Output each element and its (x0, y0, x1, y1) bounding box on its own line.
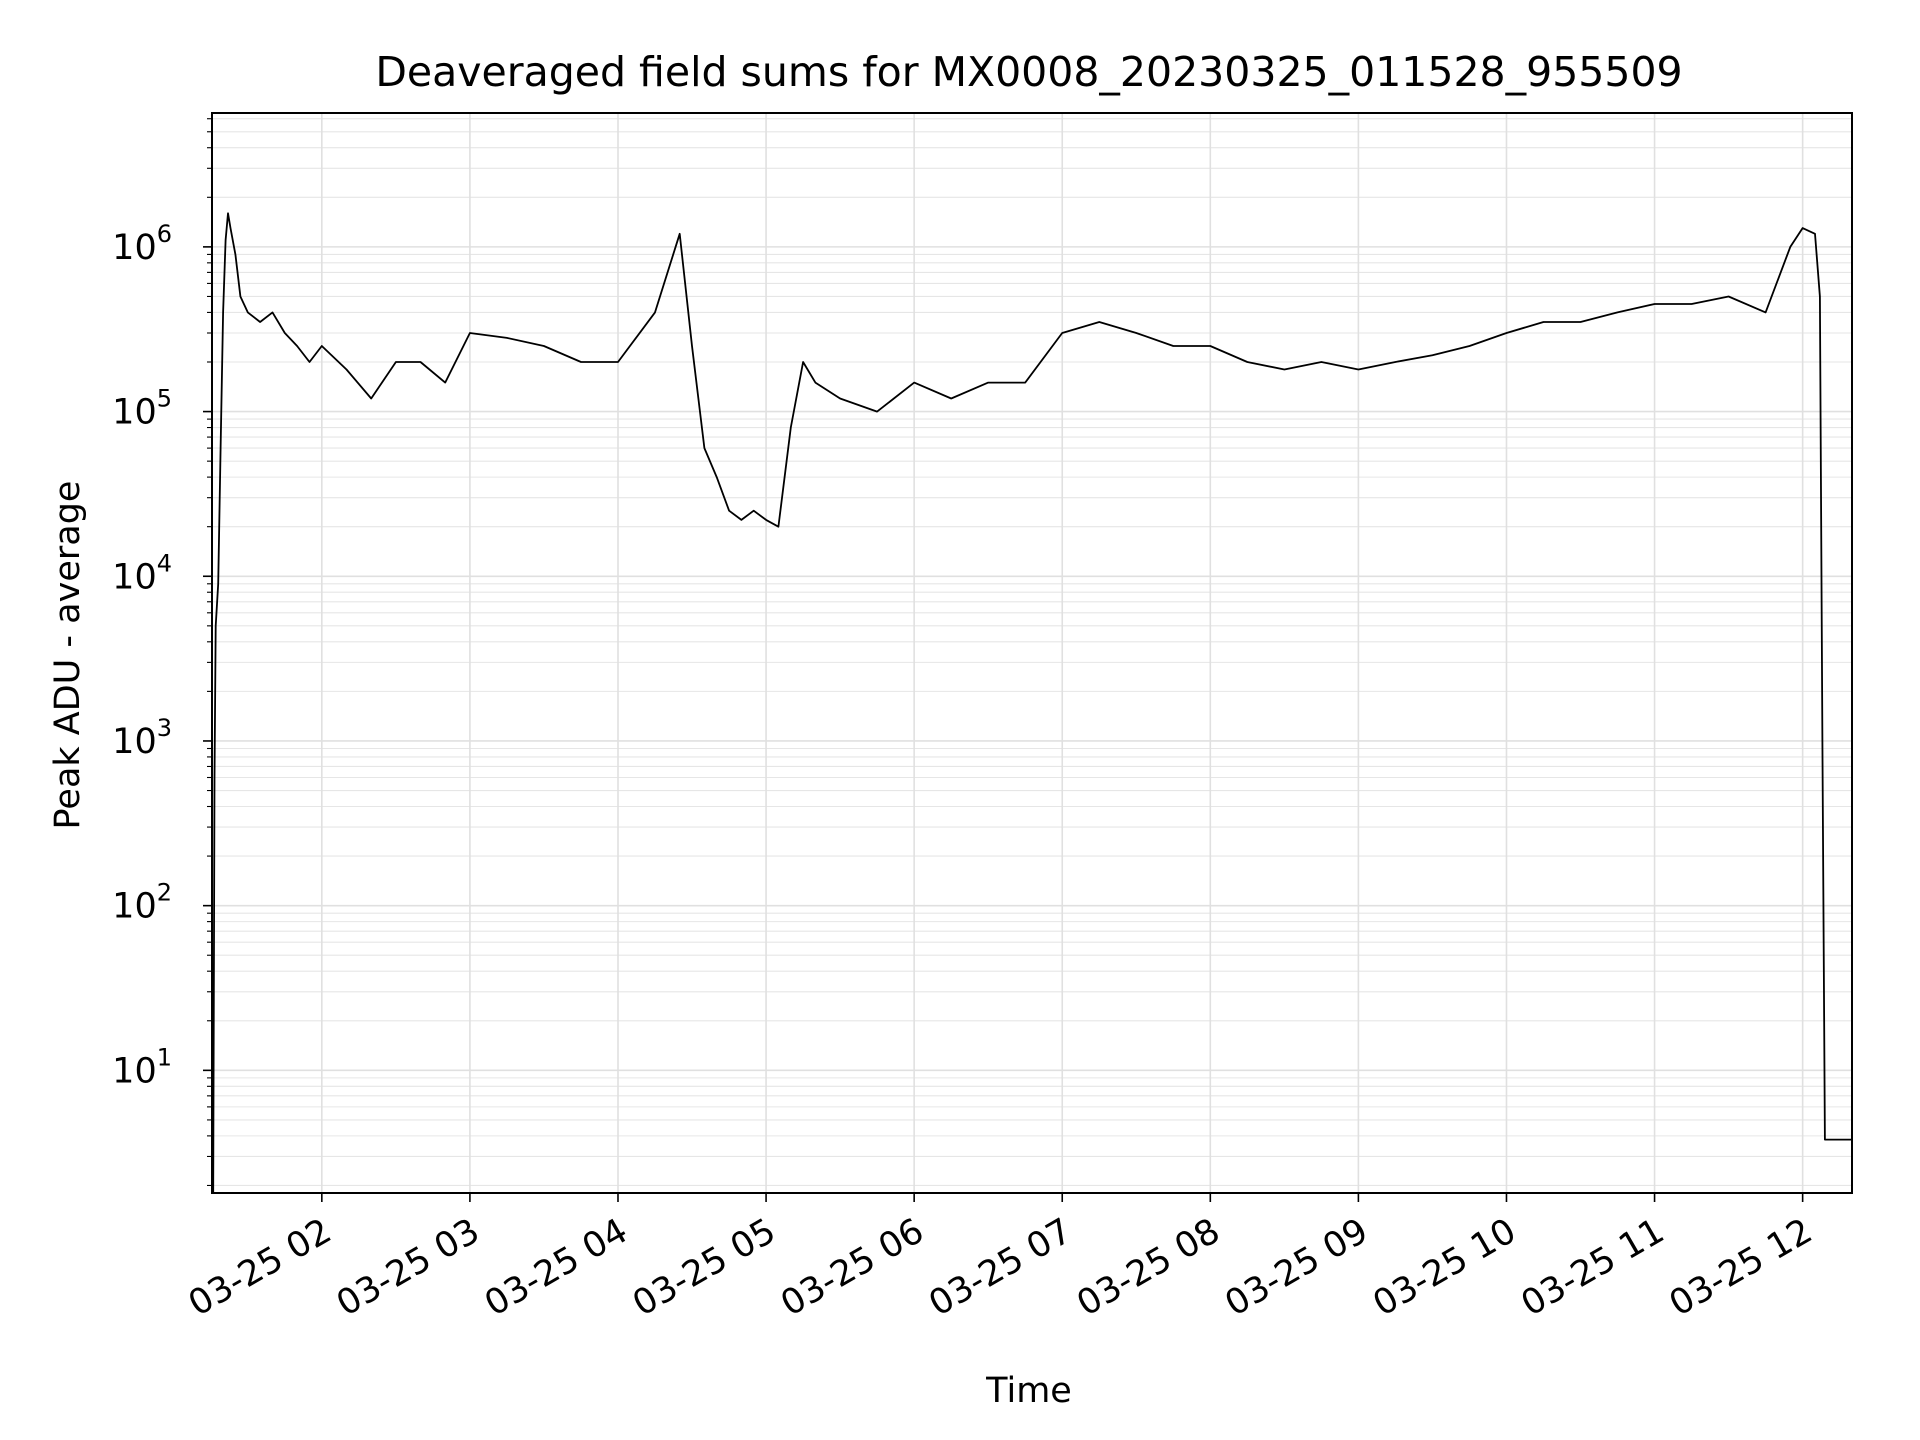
x-tick-label: 03-25 12 (1663, 1211, 1819, 1324)
y-axis-label: Peak ADU - average (48, 481, 88, 830)
x-tick-label: 03-25 09 (1219, 1211, 1375, 1324)
x-axis-label: Time (985, 1371, 1072, 1411)
y-tick-label: 103 (112, 714, 172, 762)
plot-frame (211, 112, 1853, 1194)
axis-ticks (203, 118, 1804, 1202)
y-tick-label: 102 (112, 879, 172, 927)
y-tick-label: 101 (112, 1043, 172, 1091)
y-tick-label: 104 (112, 549, 172, 597)
x-tick-label: 03-25 05 (626, 1211, 782, 1324)
x-tick-label: 03-25 07 (922, 1211, 1078, 1324)
grid (212, 113, 1852, 1193)
x-tick-label: 03-25 06 (774, 1211, 930, 1324)
y-tick-labels: 101 102 103 104 105 106 (112, 220, 172, 1091)
chart-title: Deaveraged field sums for MX0008_2023032… (375, 48, 1682, 96)
series-line-0 (212, 212, 1852, 1194)
y-tick-label: 106 (112, 220, 172, 268)
series-line-group (212, 212, 1852, 1194)
x-tick-label: 03-25 04 (478, 1211, 634, 1324)
x-tick-label: 03-25 02 (182, 1211, 338, 1324)
x-tick-label: 03-25 03 (330, 1211, 486, 1324)
x-tick-label: 03-25 11 (1515, 1211, 1671, 1324)
x-tick-label: 03-25 10 (1367, 1211, 1523, 1324)
y-tick-label: 105 (112, 385, 172, 433)
x-tick-label: 03-25 08 (1071, 1211, 1227, 1324)
